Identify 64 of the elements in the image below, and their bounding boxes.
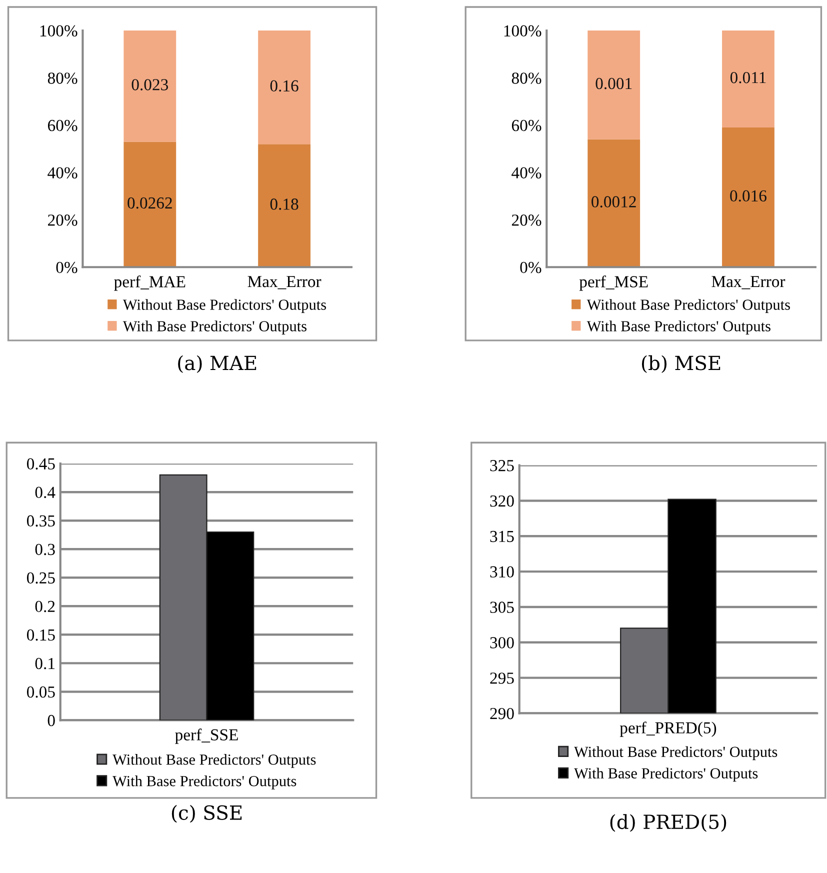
text: (c) SSE — [172, 804, 242, 823]
legend-label: Without Base Predictors' Outputs — [586, 299, 790, 313]
y-tick-label: 40% — [48, 167, 78, 179]
annotation: 0.001 — [596, 78, 632, 90]
y-tick-label: 0.3 — [35, 544, 55, 556]
x-tick-label: perf_MSE — [579, 275, 648, 291]
legend-label: With Base Predictors' Outputs — [586, 320, 770, 334]
y-tick-label: 60% — [512, 120, 542, 132]
annotation: 0.011 — [730, 72, 766, 84]
y-tick-label: 0.2 — [35, 600, 55, 612]
x-tick-label: Max_Error — [248, 276, 322, 290]
bar — [124, 30, 176, 142]
y-tick-label: 100% — [504, 25, 542, 37]
y-tick-label: 80% — [512, 72, 542, 84]
y-tick-label: 0 — [48, 714, 55, 726]
y-tick-label: 60% — [48, 120, 78, 132]
x-tick-label: perf_PRED(5) — [620, 722, 716, 737]
y-tick-label: 100% — [40, 25, 78, 37]
legend-label: With Base Predictors' Outputs — [112, 776, 296, 790]
y-tick-label: 40% — [512, 167, 542, 179]
annotation: 0.0012 — [592, 196, 636, 208]
y-tick-label: 20% — [512, 214, 542, 226]
y-tick-label: 80% — [48, 72, 78, 84]
y-tick-label: 0.05 — [26, 686, 55, 698]
bar — [124, 142, 176, 268]
y-tick-label: 320 — [490, 495, 514, 507]
y-tick-label: 0.25 — [26, 572, 55, 584]
bar — [588, 30, 640, 140]
text: (a) MAE — [178, 355, 256, 374]
y-tick-label: 0.1 — [35, 658, 55, 670]
legend-label: Without Base Predictors' Outputs — [112, 754, 316, 768]
y-tick-label: 310 — [490, 566, 514, 578]
y-tick-label: 295 — [490, 672, 514, 684]
legend-label: Without Base Predictors' Outputs — [122, 299, 326, 313]
y-tick-label: 0% — [520, 262, 542, 274]
bar — [588, 139, 640, 268]
bar — [258, 144, 310, 268]
y-tick-label: 305 — [490, 602, 514, 613]
y-tick-label: 325 — [490, 460, 514, 472]
text: (d) PRED(5) — [610, 814, 726, 832]
annotation: 0.0262 — [128, 197, 172, 209]
y-tick-label: 0% — [56, 262, 78, 274]
bar — [722, 30, 774, 128]
y-tick-label: 20% — [48, 214, 78, 226]
x-tick-label: perf_MAE — [114, 275, 186, 291]
text: (b) MSE — [642, 355, 720, 374]
y-tick-label: 315 — [490, 530, 514, 542]
annotation: 0.16 — [270, 80, 298, 92]
x-tick-label: Max_Error — [712, 276, 786, 290]
y-tick-label: 0.45 — [26, 458, 55, 470]
y-tick-label: 0.4 — [35, 486, 56, 498]
bar — [258, 30, 310, 144]
y-tick-label: 290 — [490, 708, 514, 720]
y-tick-label: 300 — [490, 637, 514, 648]
annotation: 0.18 — [270, 198, 298, 210]
annotation: 0.023 — [132, 79, 168, 90]
legend-label: With Base Predictors' Outputs — [122, 320, 306, 334]
y-tick-label: 0.15 — [26, 629, 55, 641]
bar — [722, 128, 774, 268]
x-tick-label: perf_SSE — [175, 728, 238, 744]
annotation: 0.016 — [730, 190, 766, 202]
legend-label: Without Base Predictors' Outputs — [574, 746, 778, 760]
legend-label: With Base Predictors' Outputs — [574, 768, 758, 782]
y-tick-label: 0.35 — [26, 515, 55, 527]
